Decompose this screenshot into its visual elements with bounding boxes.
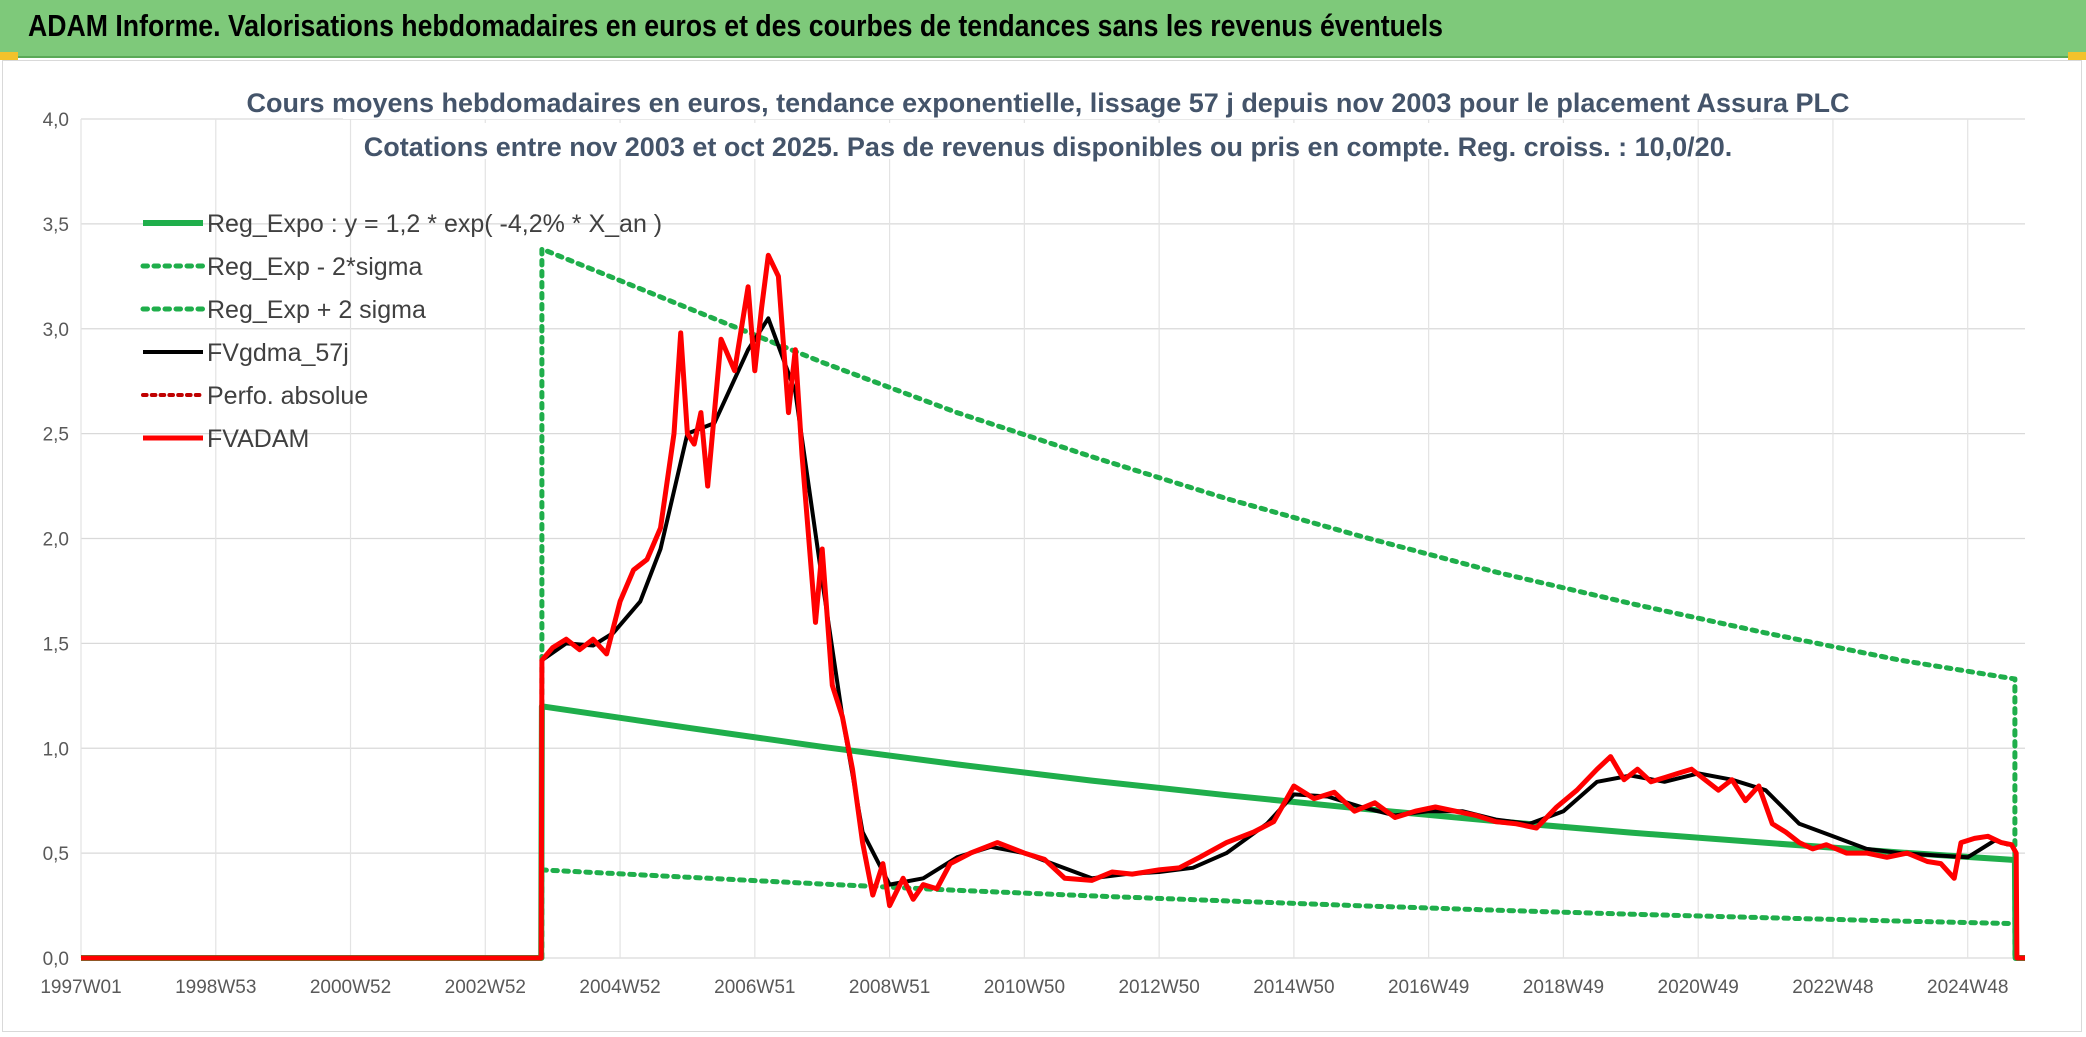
x-tick-label: 1998W53 <box>175 977 256 998</box>
x-tick-label: 2024W48 <box>1927 977 2008 998</box>
y-tick-label: 0,5 <box>43 844 69 865</box>
legend-entry: FVgdma_57j <box>207 339 349 367</box>
series-line-0 <box>81 703 2025 961</box>
corner-accent-left <box>0 52 18 60</box>
legend-entry: Perfo. absolue <box>207 382 368 410</box>
chart-title: Cours moyens hebdomadaires en euros, ten… <box>246 88 1849 118</box>
legend-entry: Reg_Expo : y = 1,2 * exp( -4,2% * X_an ) <box>207 210 662 238</box>
chart-frame: 0,0 0,5 1,0 1,5 2,0 2,5 3,0 3,5 4,0 1997W01 1998W… <box>2 60 2082 1032</box>
y-tick-label: 3,0 <box>43 320 69 341</box>
y-tick-label: 0,0 <box>43 949 69 970</box>
title-backdrop <box>343 83 1753 119</box>
line-chart: 0,0 0,5 1,0 1,5 2,0 2,5 3,0 3,5 4,0 1997W01 1998W… <box>40 83 2025 998</box>
chart-titles: Cours moyens hebdomadaires en euros, ten… <box>246 83 1850 162</box>
y-axis-ticks: 0,0 0,5 1,0 1,5 2,0 2,5 3,0 3,5 4,0 <box>43 110 69 970</box>
legend-entry: FVADAM <box>207 425 309 453</box>
report-title: ADAM Informe. Valorisations hebdomadaire… <box>28 8 1443 43</box>
chart-legend: Reg_Expo : y = 1,2 * exp( -4,2% * X_an )… <box>140 210 662 453</box>
x-tick-label: 2020W49 <box>1658 977 1739 998</box>
y-tick-label: 2,5 <box>43 425 69 446</box>
x-axis-ticks: 1997W01 1998W53 2000W52 2002W52 2004W52 2006W… <box>40 977 2008 998</box>
x-tick-label: 2006W51 <box>714 977 795 998</box>
series-line-5 <box>81 252 2025 961</box>
x-tick-label: 2012W50 <box>1118 977 1199 998</box>
report-banner: ADAM Informe. Valorisations hebdomadaire… <box>0 0 2086 58</box>
x-tick-label: 2000W52 <box>310 977 391 998</box>
chart-series <box>81 246 2025 961</box>
x-tick-label: 2004W52 <box>579 977 660 998</box>
y-tick-label: 2,0 <box>43 530 69 551</box>
x-tick-label: 1997W01 <box>40 977 121 998</box>
x-tick-label: 2022W48 <box>1792 977 1873 998</box>
subtitle-backdrop <box>433 123 1663 159</box>
x-tick-label: 2002W52 <box>445 977 526 998</box>
x-tick-label: 2010W50 <box>984 977 1065 998</box>
y-tick-label: 1,0 <box>43 739 69 760</box>
chart-grid <box>80 118 2025 959</box>
x-tick-label: 2014W50 <box>1253 977 1334 998</box>
series-line-2 <box>539 246 2018 961</box>
y-tick-label: 4,0 <box>43 110 69 131</box>
corner-accent-right <box>2068 52 2086 60</box>
chart-subtitle: Cotations entre nov 2003 et oct 2025. Pa… <box>364 132 1732 162</box>
legend-entry: Reg_Exp - 2*sigma <box>207 253 422 281</box>
x-tick-label: 2018W49 <box>1523 977 1604 998</box>
y-tick-label: 3,5 <box>43 215 69 236</box>
x-tick-label: 2008W51 <box>849 977 930 998</box>
series-line-1 <box>539 867 2018 927</box>
legend-entry: Reg_Exp + 2 sigma <box>207 296 426 324</box>
x-tick-label: 2016W49 <box>1388 977 1469 998</box>
y-tick-label: 1,5 <box>43 634 69 655</box>
